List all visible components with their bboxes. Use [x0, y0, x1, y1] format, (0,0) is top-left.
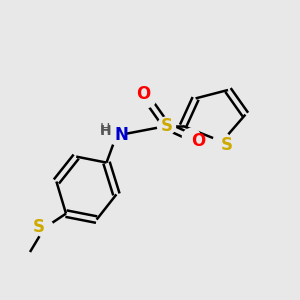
- Text: N: N: [115, 126, 128, 144]
- Circle shape: [213, 133, 231, 151]
- Circle shape: [107, 127, 125, 145]
- Text: O: O: [136, 85, 150, 103]
- Circle shape: [138, 89, 156, 107]
- Text: S: S: [33, 218, 45, 236]
- Circle shape: [109, 128, 124, 143]
- Text: O: O: [191, 132, 205, 150]
- Text: H: H: [100, 124, 111, 137]
- Text: H: H: [100, 122, 110, 136]
- Text: S: S: [160, 117, 172, 135]
- Circle shape: [35, 219, 53, 237]
- Text: S: S: [220, 136, 232, 154]
- Circle shape: [182, 128, 200, 146]
- Circle shape: [158, 117, 175, 135]
